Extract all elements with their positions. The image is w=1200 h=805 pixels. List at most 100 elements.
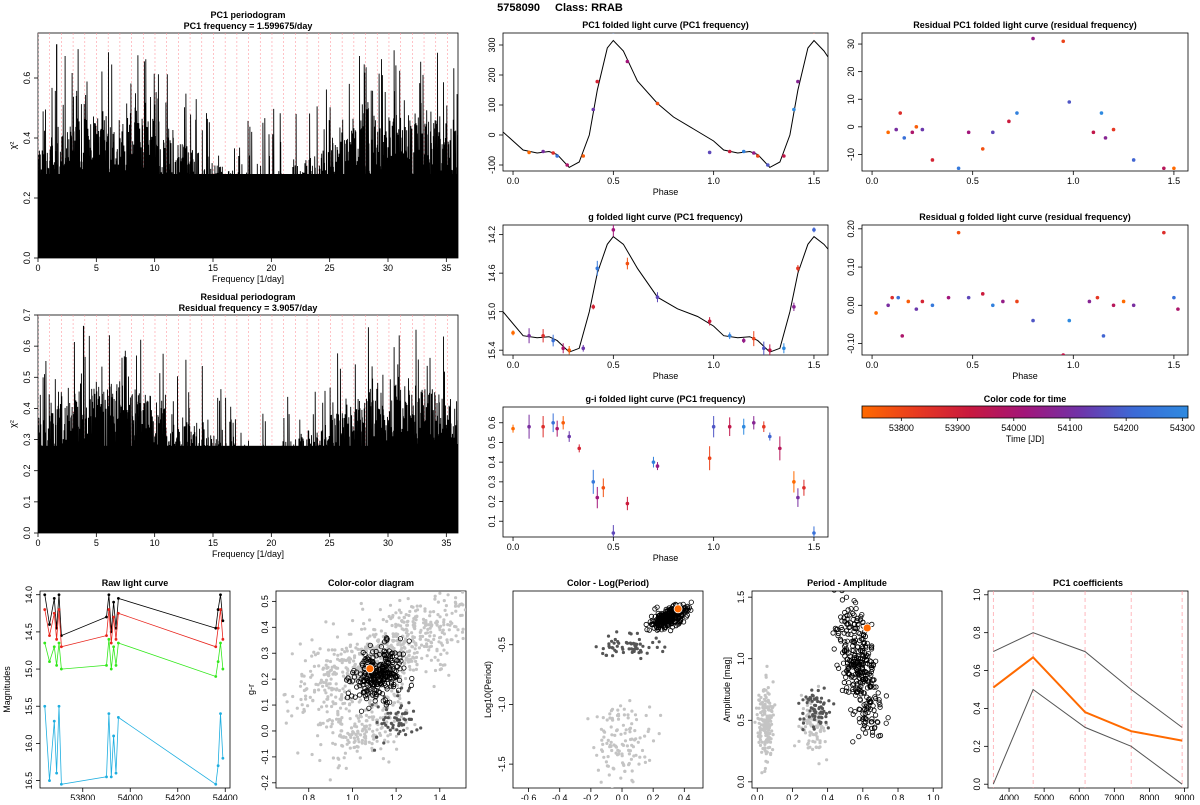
plot-area (586, 599, 694, 788)
background-star (308, 695, 312, 700)
background-star (813, 740, 817, 744)
rrc-star (617, 641, 621, 645)
light-curve-point (48, 660, 51, 664)
background-star (814, 745, 819, 750)
rrab-star (858, 680, 864, 686)
background-star (803, 725, 808, 729)
x-tick-label: 0.2 (647, 793, 660, 800)
plot-area (38, 33, 458, 258)
background-star (353, 739, 357, 743)
background-star (816, 684, 821, 689)
rrc-star (399, 722, 403, 726)
rrc-star (627, 647, 631, 651)
background-star (608, 743, 612, 747)
background-star (628, 730, 632, 734)
rrab-star (648, 613, 655, 620)
background-star (399, 643, 403, 647)
rrc-star (419, 726, 423, 730)
y-tick-label: 0.1 (260, 699, 270, 712)
background-star (605, 718, 609, 722)
background-star (436, 658, 440, 662)
plot-title: Period - Amplitude (807, 578, 887, 588)
background-star (402, 671, 406, 675)
background-star (801, 707, 806, 711)
background-star (324, 691, 328, 695)
background-star (349, 735, 353, 740)
background-star (399, 611, 403, 615)
background-star (316, 734, 320, 738)
x-tick-label: 1.0 (707, 176, 720, 186)
background-star (338, 697, 342, 701)
y-axis-label: g-r (246, 684, 256, 695)
rrc-star (817, 715, 821, 719)
y-tick-label: 0 (487, 132, 497, 137)
background-star (398, 696, 402, 701)
rrc-star (824, 715, 828, 719)
rrab-star (874, 719, 880, 725)
rrc-star (798, 717, 802, 721)
rrab-star (667, 617, 674, 624)
rrab-star (351, 674, 358, 680)
rrab-star (371, 690, 377, 696)
background-star (803, 731, 808, 735)
background-star (807, 720, 811, 724)
background-star (818, 729, 823, 734)
rrab-star (367, 642, 373, 648)
background-star (438, 574, 441, 577)
data-point (1099, 111, 1104, 115)
background-star (755, 713, 759, 717)
background-star (350, 700, 354, 704)
background-star (552, 578, 555, 581)
background-star (372, 737, 376, 741)
background-star (424, 638, 428, 642)
periodogram-fill (38, 445, 458, 533)
background-star (825, 758, 829, 762)
y-tick-label: 0.00 (846, 297, 856, 315)
background-star (757, 740, 761, 745)
y-axis-label: Magnitudes (2, 666, 12, 713)
rrc-star (801, 711, 805, 716)
background-star (760, 771, 764, 775)
x-tick-label: 1.0 (1067, 360, 1080, 370)
rrab-star (867, 706, 874, 712)
background-star (405, 629, 409, 633)
background-star (399, 715, 404, 719)
plot-area (503, 33, 828, 169)
background-star (344, 646, 348, 650)
light-curve-point (116, 715, 120, 719)
light-curve-point (216, 660, 220, 664)
background-star (797, 724, 801, 729)
target-star (862, 623, 872, 633)
background-star (319, 678, 323, 682)
background-star (402, 661, 407, 666)
x-tick-label: 0.5 (966, 360, 979, 370)
x-tick-label: 54400 (213, 793, 238, 800)
y-tick-label: 0.5 (22, 371, 32, 384)
data-point (900, 334, 905, 338)
background-star (438, 628, 442, 632)
background-star (331, 731, 335, 735)
y-tick-label: 0.4 (972, 702, 982, 715)
periodogram-fill (38, 174, 458, 258)
background-star (765, 723, 770, 727)
rrab-star (384, 659, 390, 665)
background-star (614, 751, 618, 755)
rrc-star (386, 725, 390, 729)
background-star (368, 618, 372, 622)
background-star (809, 717, 814, 721)
background-star (621, 761, 625, 765)
data-point (1111, 303, 1116, 308)
background-star (793, 744, 797, 748)
light-curve-point (43, 704, 47, 708)
background-star (766, 717, 771, 721)
y-tick-label: 0.3 (22, 433, 32, 446)
light-curve-point (216, 764, 220, 768)
rrc-star (406, 689, 410, 693)
data-point (561, 346, 565, 351)
rrc-star (637, 637, 642, 642)
x-tick-label: 0.4 (678, 793, 691, 800)
background-star (402, 628, 406, 632)
data-point (930, 158, 935, 162)
plot-title: Residual PC1 folded light curve (residua… (913, 20, 1137, 30)
